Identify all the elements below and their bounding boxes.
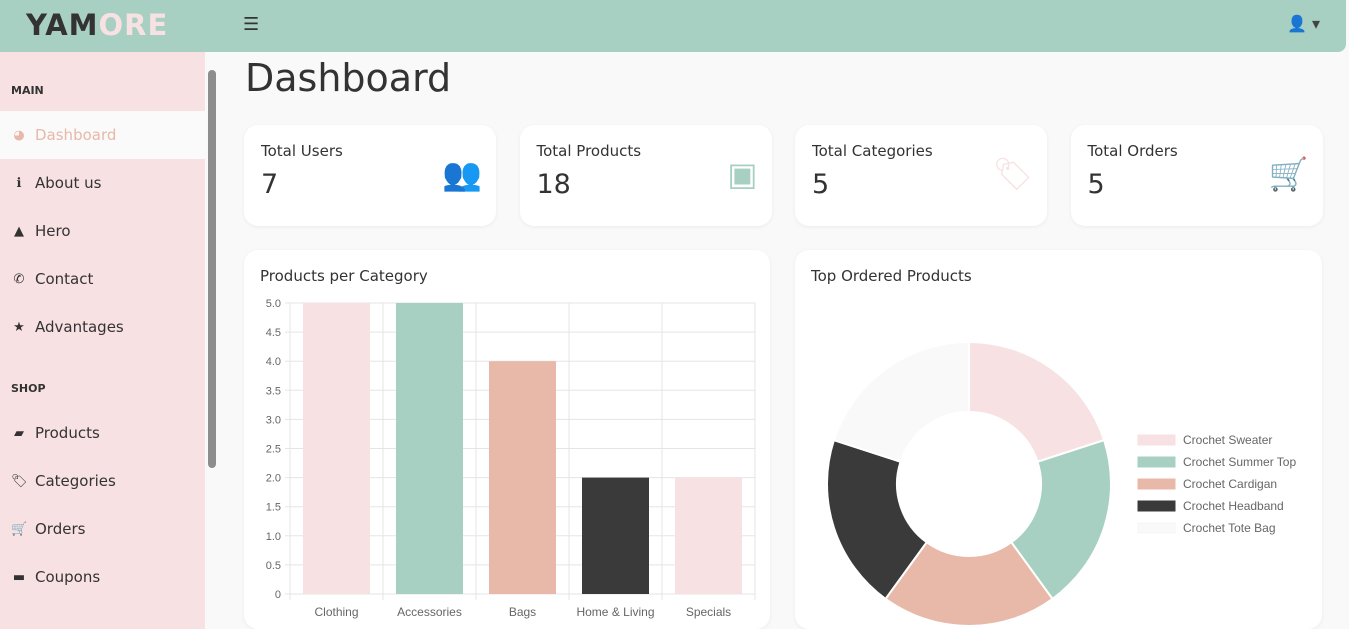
x-tick-label: Home & Living xyxy=(576,605,654,619)
sidebar-section-main: MAIN xyxy=(11,84,44,97)
y-tick-label: 1.5 xyxy=(266,502,281,514)
legend-swatch xyxy=(1137,500,1176,512)
users-icon: 👥 xyxy=(442,155,482,193)
sidebar-section-shop: SHOP xyxy=(11,382,46,395)
sidebar-item-about-us[interactable]: ℹ About us xyxy=(0,159,205,207)
stat-value: 18 xyxy=(536,169,571,200)
sidebar-icon: 🏷 xyxy=(11,473,28,489)
sidebar-item-label: Products xyxy=(35,424,100,442)
slice-crochet-headband xyxy=(826,438,929,601)
y-tick-label: 2.5 xyxy=(266,444,281,456)
legend-swatch xyxy=(1137,456,1176,468)
y-tick-label: 4.0 xyxy=(266,356,281,368)
x-tick-label: Bags xyxy=(509,605,536,619)
legend-label: Crochet Sweater xyxy=(1183,433,1272,447)
legend-label: Crochet Tote Bag xyxy=(1183,521,1276,535)
sidebar-icon: ✆ xyxy=(13,271,25,287)
stat-label: Total Users xyxy=(261,142,343,160)
stat-label: Total Orders xyxy=(1087,142,1178,160)
stat-value: 5 xyxy=(812,169,830,200)
sidebar-item-products[interactable]: ▰ Products xyxy=(0,409,205,457)
y-tick-label: 4.5 xyxy=(266,327,281,339)
sidebar-item-label: Coupons xyxy=(35,568,101,586)
top-bar: YAMORE ☰ 👤 ▾ xyxy=(0,0,1346,52)
bar-bags xyxy=(489,361,556,594)
donut-chart: Crochet Sweater Crochet Summer Top Croche… xyxy=(826,340,1296,627)
bar-home-living xyxy=(582,477,649,594)
legend-swatch xyxy=(1137,434,1176,446)
slice-crochet-tote-bag xyxy=(832,340,970,464)
sidebar-item-orders[interactable]: 🛒 Orders xyxy=(0,505,205,553)
logo[interactable]: YAMORE xyxy=(26,8,169,42)
legend-swatch xyxy=(1137,478,1176,490)
sidebar-item-dashboard[interactable]: ◕ Dashboard xyxy=(0,111,205,159)
x-tick-label: Specials xyxy=(686,605,731,619)
sidebar-item-label: Hero xyxy=(35,222,71,240)
stat-card-cart: Total Orders 5 🛒 xyxy=(1070,125,1323,226)
bar-specials xyxy=(675,477,742,594)
tags-icon: 🏷 xyxy=(992,155,1033,193)
sidebar-item-categories[interactable]: 🏷 Categories xyxy=(0,457,205,505)
sidebar-item-coupons[interactable]: ▬ Coupons xyxy=(0,553,205,601)
bar-clothing xyxy=(303,303,370,594)
sidebar-icon: 🛒 xyxy=(11,521,28,537)
stat-card-box: Total Products 18 ▣ xyxy=(519,125,772,226)
legend-label: Crochet Headband xyxy=(1183,499,1284,513)
stat-value: 7 xyxy=(261,169,279,200)
y-tick-label: 5.0 xyxy=(266,298,281,310)
sidebar-icon: ℹ xyxy=(16,175,22,191)
stat-card-tags: Total Categories 5 🏷 xyxy=(795,125,1047,226)
sidebar-icon: ▬ xyxy=(12,569,26,585)
y-tick-label: 0.5 xyxy=(266,560,281,572)
slice-crochet-sweater xyxy=(968,340,1106,464)
sidebar-icon: ▲ xyxy=(14,223,24,239)
sidebar-item-label: Orders xyxy=(35,520,86,538)
stat-card-users: Total Users 7 👥 xyxy=(244,125,496,226)
y-tick-label: 3.5 xyxy=(266,385,281,397)
cart-icon: 🛒 xyxy=(1268,155,1309,193)
sidebar-item-contact[interactable]: ✆ Contact xyxy=(0,255,205,303)
menu-toggle-icon[interactable]: ☰ xyxy=(243,14,260,35)
legend-label: Crochet Cardigan xyxy=(1183,477,1277,491)
bar-chart-panel: Products per Category 0 0.5 1.0 1.5 2.0 2.5 3.… xyxy=(244,250,770,629)
page-title: Dashboard xyxy=(245,56,452,100)
sidebar-item-label: Contact xyxy=(35,270,94,288)
bar-chart: 0 0.5 1.0 1.5 2.0 2.5 3.0 3.5 4.0 4.5 5.0 Clothing A… xyxy=(266,298,756,619)
sidebar-item-advantages[interactable]: ★ Advantages xyxy=(0,303,205,351)
slice-crochet-summer-top xyxy=(1009,438,1112,601)
scrollbar-thumb[interactable] xyxy=(208,70,216,468)
bar-chart-title: Products per Category xyxy=(260,267,428,285)
stat-value: 5 xyxy=(1087,169,1105,200)
legend-label: Crochet Summer Top xyxy=(1183,455,1296,469)
pie-chart-title: Top Ordered Products xyxy=(811,267,972,285)
x-tick-label: Accessories xyxy=(397,605,462,619)
sidebar-icon: ★ xyxy=(13,319,25,335)
y-tick-label: 3.0 xyxy=(266,414,281,426)
sidebar-item-label: Dashboard xyxy=(35,126,117,144)
y-tick-label: 0 xyxy=(275,589,281,601)
sidebar-icon: ◕ xyxy=(13,127,25,143)
slice-crochet-cardigan xyxy=(884,540,1054,627)
sidebar-item-label: About us xyxy=(35,174,102,192)
legend-swatch xyxy=(1137,522,1176,534)
pie-chart-panel: Top Ordered Products Crochet Sweater Croc… xyxy=(795,250,1322,629)
stat-label: Total Products xyxy=(536,142,642,160)
sidebar-item-label: Advantages xyxy=(35,318,124,336)
x-tick-label: Clothing xyxy=(314,605,358,619)
sidebar-icon: ▰ xyxy=(14,425,24,441)
box-icon: ▣ xyxy=(727,155,758,193)
bar-accessories xyxy=(396,303,463,594)
y-tick-label: 2.0 xyxy=(266,473,281,485)
sidebar: MAIN ◕ Dashboard ℹ About us ▲ Hero ✆ Contact ★ Ad… xyxy=(0,52,205,629)
sidebar-item-label: Categories xyxy=(35,472,116,490)
user-menu-icon[interactable]: 👤 ▾ xyxy=(1287,14,1321,33)
sidebar-item-hero[interactable]: ▲ Hero xyxy=(0,207,205,255)
y-tick-label: 1.0 xyxy=(266,531,281,543)
stat-label: Total Categories xyxy=(812,142,933,160)
